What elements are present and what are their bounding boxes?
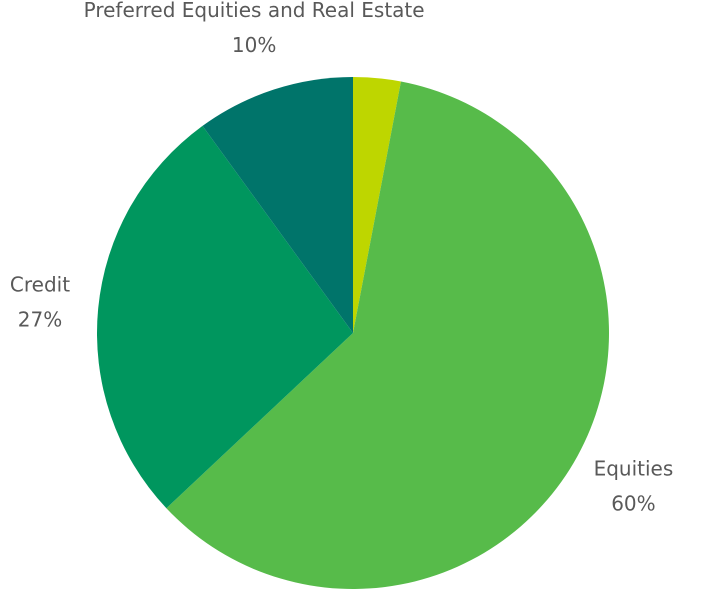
pie-slice <box>97 125 354 509</box>
slice-label: Equities <box>594 457 674 481</box>
pie-slice <box>166 81 609 589</box>
pie-slice <box>202 77 353 333</box>
slice-value: 27% <box>18 307 62 331</box>
slice-value: 60% <box>611 492 655 516</box>
slice-value: 10% <box>232 33 276 57</box>
pie-slice <box>353 77 401 333</box>
slice-label: Preferred Equities and Real Estate <box>84 0 425 22</box>
slice-label: Credit <box>10 272 70 296</box>
